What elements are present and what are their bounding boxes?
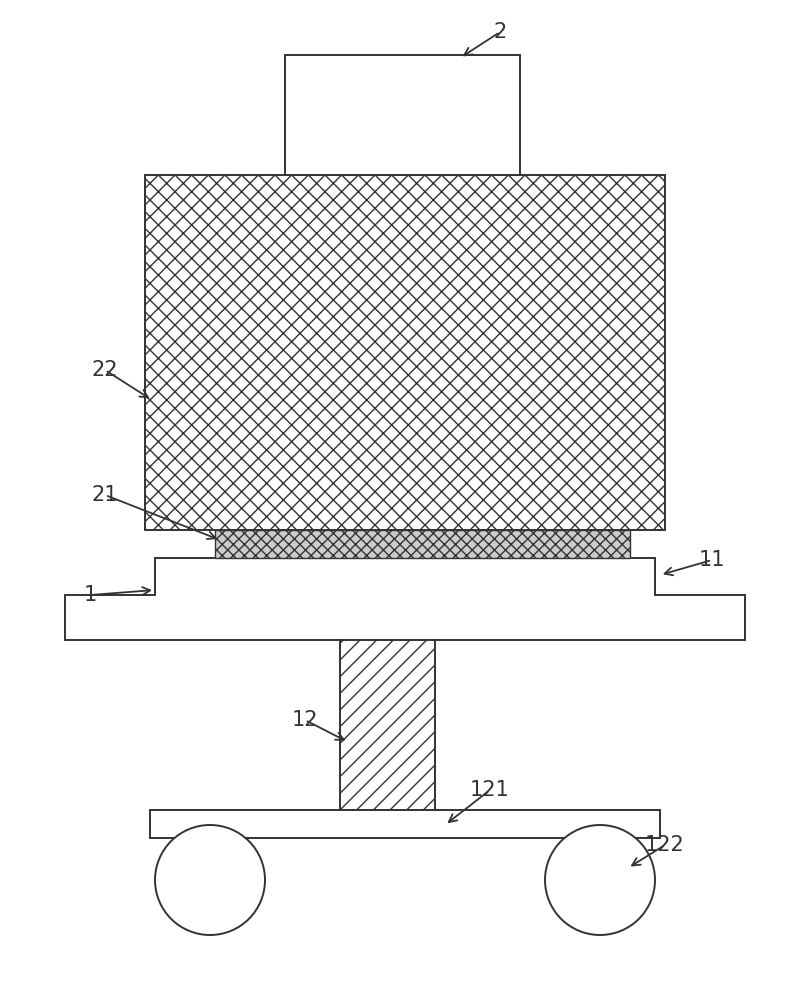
Bar (215, 530, 630, 558)
Text: 11: 11 (699, 550, 725, 570)
Text: 121: 121 (470, 780, 509, 800)
Bar (340, 640, 435, 810)
Text: 1: 1 (83, 585, 96, 605)
Text: 22: 22 (92, 360, 118, 380)
Text: 122: 122 (645, 835, 685, 855)
Polygon shape (65, 558, 745, 640)
Text: 21: 21 (92, 485, 118, 505)
Bar (150, 810, 660, 838)
Bar (285, 55, 520, 175)
Text: 2: 2 (493, 22, 506, 42)
Bar (145, 175, 665, 530)
Ellipse shape (545, 825, 655, 935)
Ellipse shape (155, 825, 265, 935)
Text: 12: 12 (292, 710, 318, 730)
